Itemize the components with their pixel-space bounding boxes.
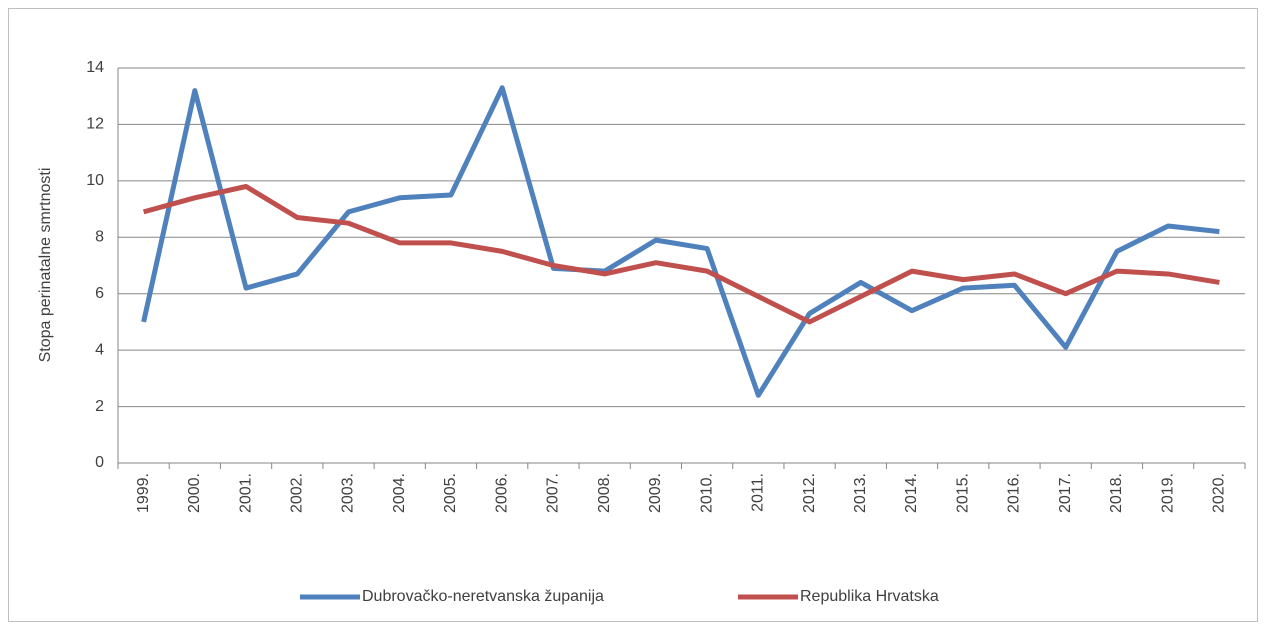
x-tick-label: 2005. [442,473,459,513]
y-tick-label: 0 [95,454,104,471]
x-tick-label: 2006. [493,473,510,513]
x-tick-label: 2020. [1211,473,1228,513]
y-tick-label: 12 [86,116,104,133]
x-tick-label: 2014. [903,473,920,513]
x-tick-label: 2008. [596,473,613,513]
legend-label: Republika Hrvatska [800,588,939,605]
x-tick-label: 2015. [954,473,971,513]
series-line [141,85,1220,398]
y-axis-label: Stopa perinatalne smrtnosti [37,168,54,363]
x-tick-label: 2004. [391,473,408,513]
x-tick-label: 1999. [135,473,152,513]
chart-border [8,8,1258,622]
x-tick-label: 2007. [545,473,562,513]
y-tick-label: 2 [95,398,104,415]
y-tick-label: 14 [86,59,104,76]
legend-label: Dubrovačko-neretvanska županija [362,588,604,605]
x-tick-label: 2013. [852,473,869,513]
x-tick-label: 2012. [801,473,818,513]
y-tick-label: 8 [95,229,104,246]
x-tick-label: 2000. [186,473,203,513]
y-tick-label: 10 [86,172,104,189]
x-tick-label: 2003. [340,473,357,513]
x-tick-label: 2018. [1108,473,1125,513]
x-tick-label: 2010. [698,473,715,513]
y-tick-label: 6 [95,285,104,302]
x-tick-label: 2009. [647,473,664,513]
series-line [142,184,1220,325]
x-tick-label: 2002. [289,473,306,513]
x-tick-label: 2019. [1159,473,1176,513]
x-tick-label: 2001. [237,473,254,513]
x-tick-label: 2016. [1006,473,1023,513]
x-tick-label: 2017. [1057,473,1074,513]
x-tick-label: 2011. [750,473,767,512]
y-tick-label: 4 [95,341,104,358]
